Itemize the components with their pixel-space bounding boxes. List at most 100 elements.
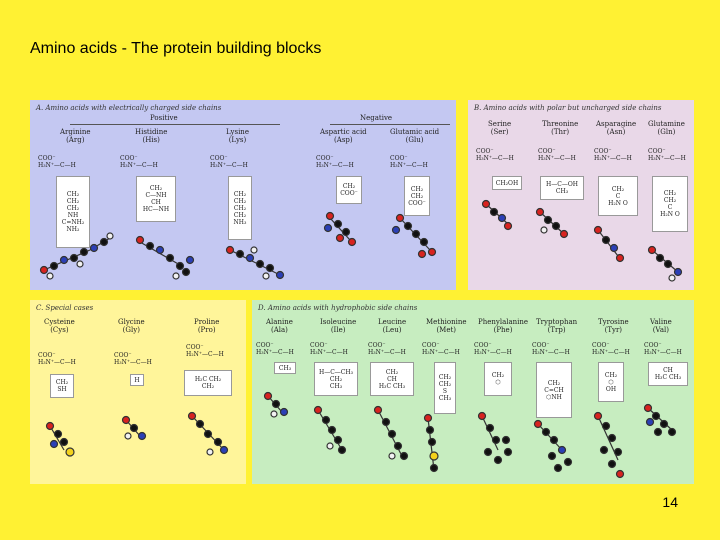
backbone-formula: COO⁻ H₃N⁺—C—H [644,342,682,356]
side-chain-box-methionine: CH₂ CH₂ S CH₃ [434,362,456,414]
backbone-formula: COO⁻ H₃N⁺—C—H [38,155,76,169]
amino-acid-abbr: (His) [142,136,160,144]
panel-c-label: C. Special cases [36,304,94,312]
backbone-formula: COO⁻ H₃N⁺—C—H [532,342,570,356]
panel-b-ball-stick-models [481,199,683,282]
amino-acid-name: Phenylalanine [478,318,529,326]
amino-acid-name: Isoleucine [320,318,357,326]
positive-group-rule [70,124,280,125]
side-chain-box-aspartic: CH₂ COO⁻ [336,176,362,204]
amino-acid-abbr: (Ile) [330,326,346,334]
amino-acid-histidine: Histidine (His) [135,128,167,144]
panel-c-ball-stick-models [45,411,229,457]
amino-acid-abbr: (Met) [436,326,457,334]
panel-special-cases: C. Special cases Cysteine (Cys) Glycine … [30,300,246,484]
side-chain-box-cysteine: CH₂ SH [50,374,74,398]
amino-acid-abbr: (Glu) [405,136,424,144]
panel-d-ball-stick-models [263,391,677,479]
amino-acid-abbr: (Tyr) [604,326,623,334]
side-chain-box-tyrosine: CH₂ ⬡ OH [598,362,624,402]
amino-acid-name: Aspartic acid [320,128,367,136]
side-chain-box-glutamine: CH₂ CH₂ C H₂N O [652,176,688,232]
side-chain-box-alanine: CH₃ [274,362,296,374]
amino-acid-abbr: (Gly) [122,326,140,334]
amino-acid-name: Leucine [378,318,407,326]
amino-acid-alanine: Alanine (Ala) [266,318,293,334]
negative-group-label: Negative [360,114,393,122]
slide-title: Amino acids - The protein building block… [30,40,322,57]
amino-acid-abbr: (Asn) [606,128,626,136]
amino-acid-name: Proline [194,318,220,326]
amino-acid-glycine: Glycine (Gly) [118,318,145,334]
amino-acid-name: Cysteine [44,318,75,326]
amino-acid-proline: Proline (Pro) [194,318,219,334]
amino-acid-abbr: (Trp) [547,326,566,334]
amino-acid-name: Serine [488,120,512,128]
amino-acid-name: Valine [650,318,672,326]
backbone-formula: COO⁻ H₃N⁺—C—H [120,155,158,169]
amino-acid-name: Glutamic acid [390,128,440,136]
backbone-formula: COO⁻ H₃N⁺—C—H [316,155,354,169]
side-chain-box-leucine: CH₂ CH H₃C CH₃ [370,362,414,396]
positive-group-label: Positive [150,114,178,122]
lys-model-icon [225,245,285,280]
backbone-formula: COO⁻ H₃N⁺—C—H [592,342,630,356]
amino-acid-abbr: (Leu) [382,326,402,334]
amino-acid-name: Methionine [426,318,467,326]
amino-acid-name: Glutamine [648,120,685,128]
amino-acid-aspartic-acid: Aspartic acid (Asp) [320,128,367,144]
amino-acid-abbr: (Pro) [197,326,216,334]
side-chain-box-lysine: CH₂ CH₂ CH₂ CH₂ NH₃ [228,176,252,240]
side-chain-box-tryptophan: CH₂ C=CH ⬡NH [536,362,572,418]
backbone-formula: COO⁻ H₂N⁺—C—H [186,344,224,358]
backbone-formula: COO⁻ H₃N⁺—C—H [422,342,460,356]
backbone-formula: COO⁻ H₃N⁺—C—H [538,148,576,162]
amino-acid-name: Threonine [542,120,579,128]
backbone-formula: COO⁻ H₃N⁺—C—H [114,352,152,366]
amino-acid-abbr: (Ser) [490,128,509,136]
amino-acid-phenylalanine: Phenylalanine (Phe) [478,318,528,334]
amino-acid-name: Asparagine [596,120,637,128]
panel-polar-uncharged-side-chains: B. Amino acids with polar but uncharged … [468,100,694,290]
amino-acid-abbr: (Val) [652,326,669,334]
panel-b-label: B. Amino acids with polar but uncharged … [474,104,662,112]
amino-acid-name: Glycine [118,318,145,326]
amino-acid-abbr: (Ala) [270,326,288,334]
side-chain-box-phenylalanine: CH₂ ⬡ [484,362,512,396]
backbone-formula: COO⁻ H₃N⁺—C—H [648,148,686,162]
amino-acid-name: Histidine [135,128,168,136]
amino-acid-abbr: (Gln) [657,128,676,136]
backbone-formula: COO⁻ H₃N⁺—C—H [476,148,514,162]
amino-acid-asparagine: Asparagine (Asn) [596,120,636,136]
amino-acid-name: Tyrosine [598,318,629,326]
panel-d-label: D. Amino acids with hydrophobic side cha… [258,304,418,312]
his-model-icon [135,235,195,280]
amino-acid-abbr: (Lys) [228,136,247,144]
amino-acid-abbr: (Phe) [493,326,513,334]
amino-acid-tyrosine: Tyrosine (Tyr) [598,318,629,334]
amino-acid-name: Arginine [60,128,91,136]
glu-model-icon [391,213,437,259]
negative-group-rule [330,124,450,125]
side-chain-box-valine: CH H₃C CH₃ [648,362,688,386]
amino-acid-valine: Valine (Val) [650,318,672,334]
side-chain-box-proline: H₂C CH₂ CH₂ [184,370,232,396]
amino-acid-lysine: Lysine (Lys) [226,128,249,144]
amino-acid-abbr: (Thr) [551,128,570,136]
amino-acid-abbr: (Cys) [50,326,69,334]
amino-acid-name: Tryptophan [536,318,578,326]
amino-acid-name: Alanine [266,318,293,326]
side-chain-box-glutamic: CH₂ CH₂ COO⁻ [404,176,430,216]
amino-acid-cysteine: Cysteine (Cys) [44,318,75,334]
asp-model-icon [323,211,357,247]
panel-a-ball-stick-models [39,211,437,280]
amino-acid-abbr: (Arg) [66,136,85,144]
side-chain-box-serine: CH₂OH [492,176,522,190]
amino-acid-name: Lysine [226,128,249,136]
side-chain-box-arginine: CH₂ CH₂ CH₂ NH C=NH₂ NH₂ [56,176,90,248]
side-chain-box-histidine: CH₂ C—NH CH HC—NH [136,176,176,222]
backbone-formula: COO⁻ H₃N⁺—C—H [256,342,294,356]
panel-charged-side-chains: A. Amino acids with electrically charged… [30,100,456,290]
amino-acid-leucine: Leucine (Leu) [378,318,406,334]
backbone-formula: COO⁻ H₂N⁺—C—H [594,148,632,162]
